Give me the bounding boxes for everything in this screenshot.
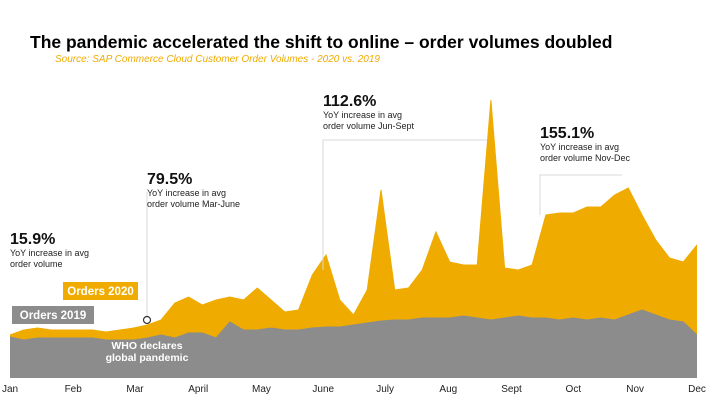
area-fill xyxy=(10,100,697,378)
annotation-text: order volume xyxy=(10,259,63,269)
annotation-text: WHO declares xyxy=(111,340,182,352)
legend-label: Orders 2019 xyxy=(20,310,87,322)
event-marker xyxy=(142,315,152,325)
annotation-text: YoY increase in avg xyxy=(147,188,226,198)
annotation-value: 79.5% xyxy=(147,171,192,188)
annotation-text: order volume Jun-Sept xyxy=(323,121,415,131)
area-line xyxy=(9,99,698,336)
leader-line xyxy=(539,174,622,215)
x-tick-label: Feb xyxy=(65,384,83,395)
x-tick-label: June xyxy=(312,384,334,395)
legend-label: Orders 2020 xyxy=(67,286,134,298)
x-tick-label: July xyxy=(376,384,394,395)
legend-swatch xyxy=(12,306,94,324)
x-tick-label: Oct xyxy=(566,384,582,395)
x-tick-label: Aug xyxy=(439,384,457,395)
chart-title: The pandemic accelerated the shift to on… xyxy=(30,32,612,52)
annotation-text: global pandemic xyxy=(106,352,189,364)
legend: Orders 2020 Orders 2019 xyxy=(12,282,138,324)
annotation-value: 112.6% xyxy=(323,93,376,110)
annotation-text: YoY increase in avg xyxy=(540,142,619,152)
area-fill xyxy=(10,310,697,378)
x-tick-label: April xyxy=(188,384,208,395)
annotation-value: 155.1% xyxy=(540,125,594,142)
x-tick-label: Nov xyxy=(626,384,644,395)
chart-subtitle: Source: SAP Commerce Cloud Customer Orde… xyxy=(55,54,380,65)
plot-area xyxy=(9,99,698,378)
x-tick-label: Jan xyxy=(2,384,18,395)
annotation-text: YoY increase in avg xyxy=(10,248,89,258)
annotation-text: order volume Mar-June xyxy=(147,199,240,209)
x-axis: Jan Feb Mar April May June July Aug Sept Oct Nov De… xyxy=(2,384,706,395)
leader-lines xyxy=(146,139,622,318)
x-tick-label: Dec xyxy=(688,384,706,395)
annotation-text: YoY increase in avg xyxy=(323,110,402,120)
leader-line xyxy=(322,139,487,270)
annotation-text: order volume Nov-Dec xyxy=(540,153,631,163)
x-tick-label: Sept xyxy=(501,384,522,395)
area-line xyxy=(9,309,698,341)
x-tick-label: Mar xyxy=(126,384,144,395)
legend-swatch xyxy=(63,282,138,300)
annotation-value: 15.9% xyxy=(10,231,55,248)
x-tick-label: May xyxy=(252,384,271,395)
